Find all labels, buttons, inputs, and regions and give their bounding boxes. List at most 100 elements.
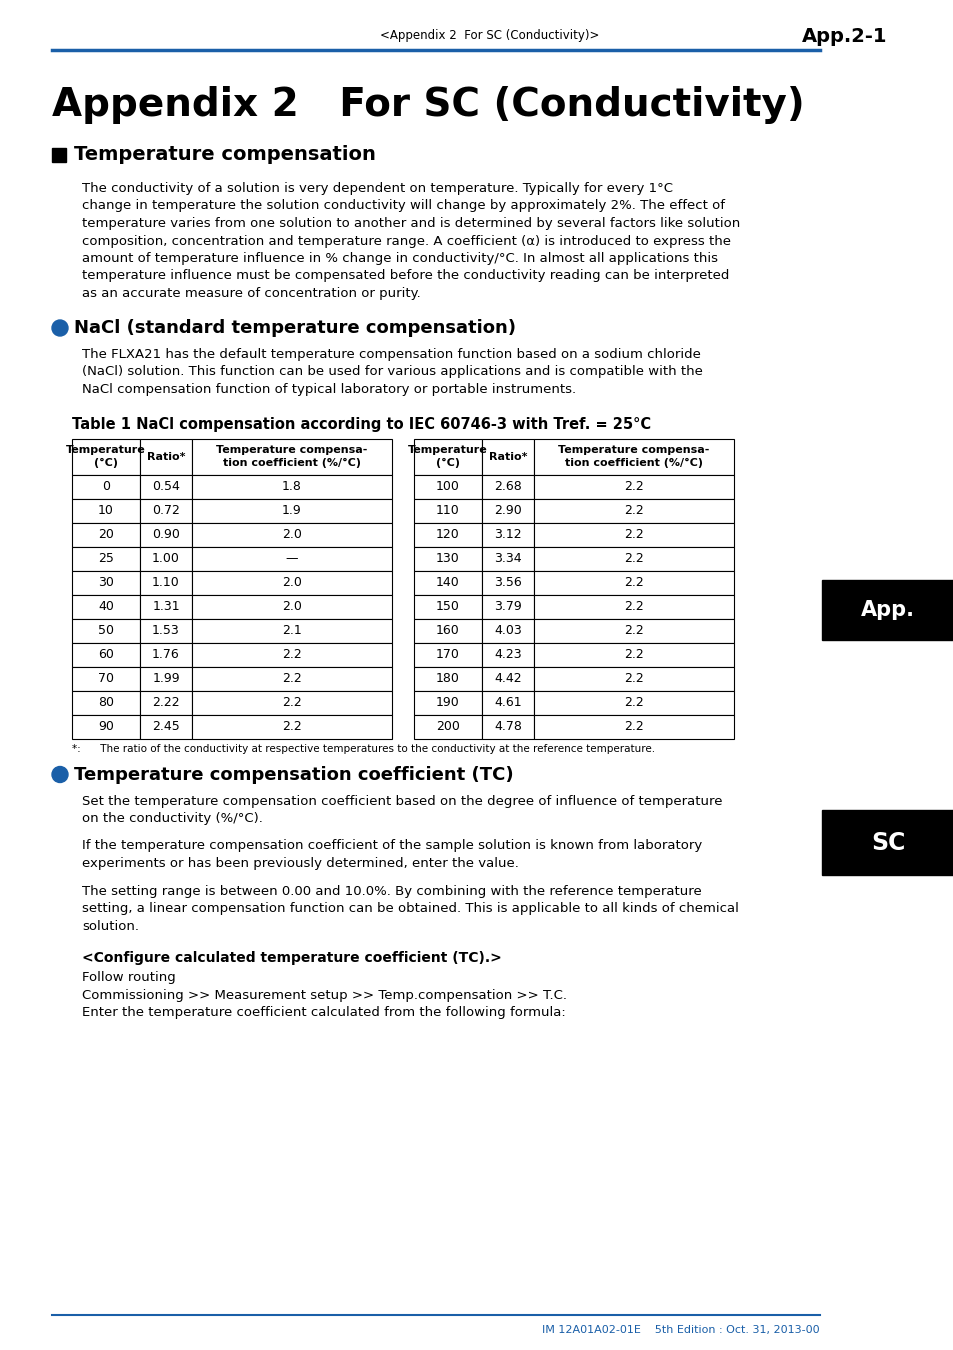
Bar: [534, 618, 733, 643]
Text: 2.2: 2.2: [282, 720, 301, 733]
Bar: [71, 498, 140, 522]
Bar: [534, 474, 733, 498]
Bar: [71, 439, 140, 474]
Bar: [71, 571, 140, 594]
Text: 2.2: 2.2: [623, 599, 643, 613]
Text: 2.0: 2.0: [282, 528, 301, 541]
Bar: [534, 667, 733, 690]
Text: 1.00: 1.00: [152, 552, 180, 566]
Text: 2.0: 2.0: [282, 576, 301, 589]
Bar: [140, 474, 192, 498]
Text: 20: 20: [98, 528, 113, 541]
Text: 2.2: 2.2: [623, 576, 643, 589]
Text: 70: 70: [98, 672, 113, 684]
Circle shape: [52, 767, 68, 783]
Text: 0.72: 0.72: [152, 504, 180, 517]
Text: Table 1 NaCl compensation according to IEC 60746-3 with Tref. = 25°C: Table 1 NaCl compensation according to I…: [71, 417, 651, 432]
Text: Temperature compensation coefficient (TC): Temperature compensation coefficient (TC…: [74, 765, 513, 783]
Text: <Appendix 2  For SC (Conductivity)>: <Appendix 2 For SC (Conductivity)>: [380, 30, 599, 42]
Text: Ratio*: Ratio*: [488, 451, 527, 462]
Bar: [192, 714, 392, 738]
Text: 3.79: 3.79: [494, 599, 521, 613]
Text: Commissioning >> Measurement setup >> Temp.compensation >> T.C.: Commissioning >> Measurement setup >> Te…: [82, 988, 566, 1002]
Text: as an accurate measure of concentration or purity.: as an accurate measure of concentration …: [82, 288, 420, 300]
Bar: [414, 474, 481, 498]
Bar: [140, 439, 192, 474]
Bar: [414, 594, 481, 618]
Text: (NaCl) solution. This function can be used for various applications and is compa: (NaCl) solution. This function can be us…: [82, 366, 702, 378]
Bar: [534, 594, 733, 618]
Text: App.2-1: App.2-1: [801, 27, 886, 46]
Bar: [140, 714, 192, 738]
Text: 2.2: 2.2: [623, 720, 643, 733]
Bar: [140, 594, 192, 618]
Text: 150: 150: [436, 599, 459, 613]
Text: 4.03: 4.03: [494, 624, 521, 637]
Bar: [821, 810, 953, 875]
Text: 2.68: 2.68: [494, 481, 521, 493]
Bar: [414, 547, 481, 571]
Text: If the temperature compensation coefficient of the sample solution is known from: If the temperature compensation coeffici…: [82, 840, 701, 852]
Bar: [192, 667, 392, 690]
Bar: [481, 498, 534, 522]
Text: 2.2: 2.2: [282, 672, 301, 684]
Text: 1.31: 1.31: [152, 599, 179, 613]
Text: 25: 25: [98, 552, 113, 566]
Text: 120: 120: [436, 528, 459, 541]
Bar: [821, 580, 953, 640]
Text: 10: 10: [98, 504, 113, 517]
Bar: [534, 522, 733, 547]
Text: on the conductivity (%/°C).: on the conductivity (%/°C).: [82, 811, 263, 825]
Text: Temperature compensation: Temperature compensation: [74, 146, 375, 165]
Bar: [534, 690, 733, 714]
Bar: [52, 148, 66, 162]
Text: 4.42: 4.42: [494, 672, 521, 684]
Text: 2.22: 2.22: [152, 697, 179, 709]
Text: *:      The ratio of the conductivity at respective temperatures to the conducti: *: The ratio of the conductivity at resp…: [71, 744, 655, 755]
Text: 3.12: 3.12: [494, 528, 521, 541]
Text: 0.90: 0.90: [152, 528, 180, 541]
Bar: [140, 547, 192, 571]
Text: 170: 170: [436, 648, 459, 662]
Text: solution.: solution.: [82, 919, 139, 933]
Bar: [71, 547, 140, 571]
Text: 90: 90: [98, 720, 113, 733]
Bar: [192, 690, 392, 714]
Bar: [481, 714, 534, 738]
Bar: [414, 643, 481, 667]
Text: <Configure calculated temperature coefficient (TC).>: <Configure calculated temperature coeffi…: [82, 950, 501, 965]
Bar: [140, 690, 192, 714]
Text: 60: 60: [98, 648, 113, 662]
Text: 2.90: 2.90: [494, 504, 521, 517]
Text: Ratio*: Ratio*: [147, 451, 185, 462]
Text: 1.76: 1.76: [152, 648, 180, 662]
Bar: [192, 571, 392, 594]
Bar: [140, 618, 192, 643]
Text: 1.99: 1.99: [152, 672, 179, 684]
Text: App.: App.: [861, 599, 914, 620]
Text: 2.2: 2.2: [282, 697, 301, 709]
Bar: [71, 594, 140, 618]
Text: 2.0: 2.0: [282, 599, 301, 613]
Bar: [414, 522, 481, 547]
Text: 2.2: 2.2: [623, 528, 643, 541]
Text: 190: 190: [436, 697, 459, 709]
Bar: [414, 667, 481, 690]
Text: 2.2: 2.2: [623, 624, 643, 637]
Bar: [414, 439, 481, 474]
Text: 2.2: 2.2: [282, 648, 301, 662]
Text: temperature influence must be compensated before the conductivity reading can be: temperature influence must be compensate…: [82, 270, 729, 282]
Bar: [71, 522, 140, 547]
Text: 2.2: 2.2: [623, 481, 643, 493]
Text: Appendix 2   For SC (Conductivity): Appendix 2 For SC (Conductivity): [52, 86, 804, 124]
Text: 110: 110: [436, 504, 459, 517]
Text: 30: 30: [98, 576, 113, 589]
Text: 180: 180: [436, 672, 459, 684]
Text: 4.23: 4.23: [494, 648, 521, 662]
Text: 1.10: 1.10: [152, 576, 180, 589]
Bar: [71, 474, 140, 498]
Text: 2.1: 2.1: [282, 624, 301, 637]
Bar: [192, 498, 392, 522]
Text: 3.34: 3.34: [494, 552, 521, 566]
Text: experiments or has been previously determined, enter the value.: experiments or has been previously deter…: [82, 857, 518, 869]
